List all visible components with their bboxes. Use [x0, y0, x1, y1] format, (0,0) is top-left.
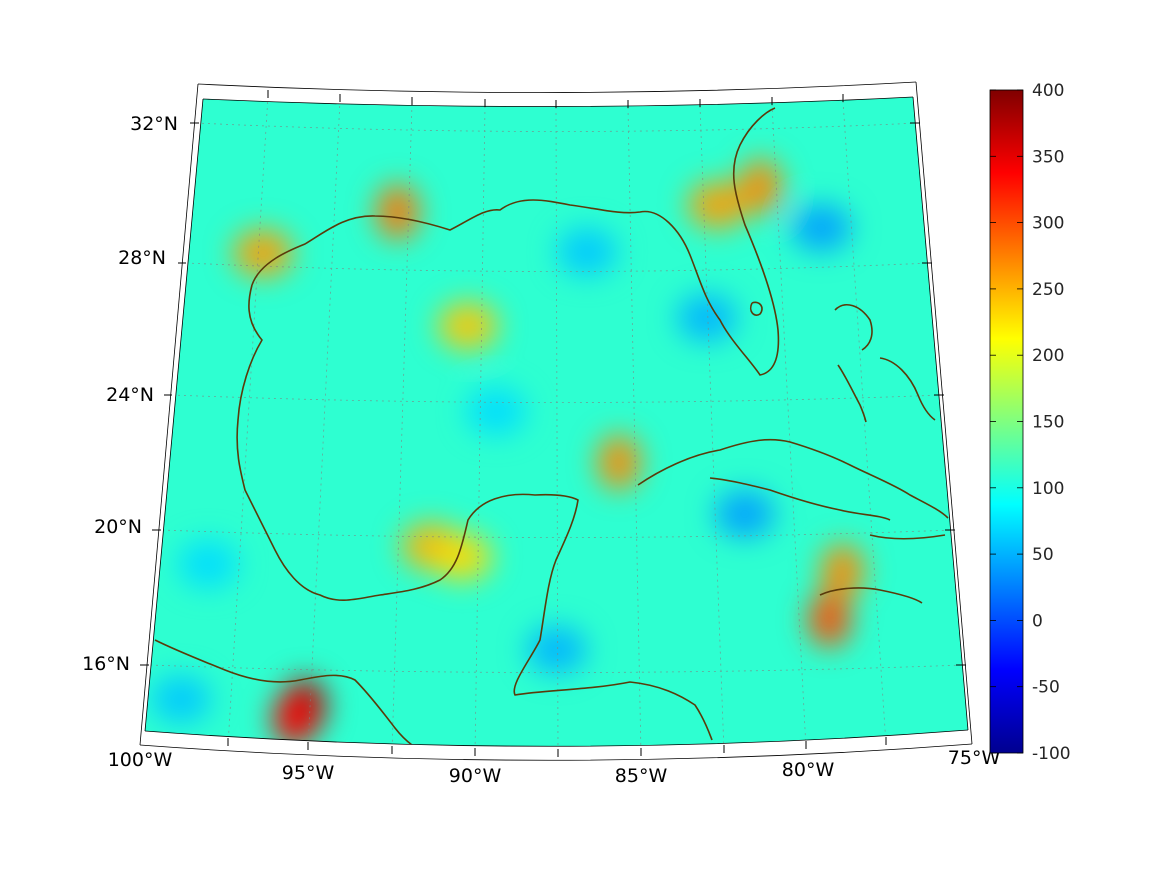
coastline-segment: [251, 107, 780, 376]
colorbar-label: 350: [1032, 147, 1064, 167]
lat-label-20: 20°N: [94, 516, 142, 538]
lat-label-16: 16°N: [82, 653, 130, 675]
coastline-segment: [837, 364, 867, 423]
colorbar-label: 250: [1032, 280, 1064, 300]
graticule: [149, 97, 964, 747]
colorbar: 400 350 300 250 200 150 100 50 0 -50 -100: [989, 81, 1071, 764]
colorbar-label: 50: [1032, 545, 1054, 565]
colorbar-label: 150: [1032, 413, 1064, 433]
field-anomaly: [597, 434, 641, 491]
field-anomaly: [738, 158, 783, 215]
coastline-segment: [709, 477, 891, 521]
lat-label-28: 28°N: [118, 247, 166, 269]
map-area: [145, 97, 968, 747]
field-anomaly: [466, 387, 527, 436]
coastline-segment: [869, 534, 946, 540]
frame-ticks: [140, 90, 966, 757]
field-anomaly: [437, 302, 498, 350]
colorbar-label: -100: [1032, 744, 1071, 764]
colorbar-label: 0: [1032, 611, 1043, 631]
field-anomaly: [820, 543, 865, 600]
coastlines: [154, 107, 949, 746]
lon-label-80: 80°W: [782, 759, 835, 781]
lon-label-90: 90°W: [449, 765, 502, 787]
lon-label-100: 100°W: [108, 749, 173, 771]
field-anomaly: [791, 203, 852, 252]
field-anomaly: [233, 229, 293, 278]
field-anomaly: [526, 625, 587, 674]
colorbar-label: 400: [1032, 81, 1064, 101]
field-anomaly: [272, 690, 317, 747]
field-anomaly: [375, 183, 420, 240]
coastline-segment: [236, 284, 713, 741]
colorbar-label: -50: [1032, 678, 1060, 698]
coastline-segment: [637, 438, 949, 519]
coastline-segment: [879, 357, 936, 421]
colorbar-label: 100: [1032, 479, 1064, 499]
field-anomaly: [178, 540, 239, 589]
lon-label-85: 85°W: [615, 765, 668, 787]
coastline-segment: [834, 304, 873, 351]
coastline-segment: [154, 639, 413, 746]
lon-label-75: 75°W: [948, 747, 1001, 769]
lat-label-32: 32°N: [130, 113, 178, 135]
colorbar-labels: 400 350 300 250 200 150 100 50 0 -50 -100: [1032, 81, 1071, 764]
colorbar-label: 300: [1032, 214, 1064, 234]
field-anomaly: [714, 490, 775, 538]
coastline-segment: [819, 587, 923, 604]
field-anomaly: [687, 181, 748, 230]
field-anomaly: [150, 675, 211, 724]
field-anomaly: [676, 293, 737, 342]
colorbar-label: 200: [1032, 346, 1064, 366]
field-anomaly: [432, 533, 493, 582]
colorbar-ticks: [990, 89, 1023, 754]
field-anomaly: [557, 227, 618, 276]
lat-label-24: 24°N: [106, 384, 154, 406]
field-anomaly: [807, 591, 852, 648]
latitude-labels: 32°N 28°N 24°N 20°N 16°N: [82, 113, 178, 675]
map-frame: [139, 81, 973, 761]
coastline-segment: [749, 301, 763, 316]
longitude-labels: 100°W 95°W 90°W 85°W 80°W 75°W: [108, 747, 1001, 787]
lon-label-95: 95°W: [282, 762, 335, 784]
field-anomalies: [150, 158, 865, 747]
